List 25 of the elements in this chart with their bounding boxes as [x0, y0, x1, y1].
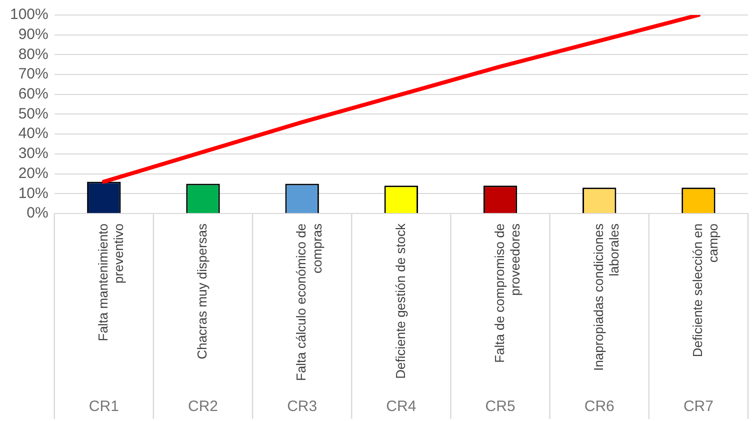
x-tick-label: Deficiente gestión de stock — [392, 222, 408, 379]
text: CR6 — [584, 398, 614, 416]
y-tick-label: 20% — [18, 164, 48, 182]
text: CR2 — [188, 398, 218, 416]
x-tick-label: Falta de compromiso de proveedores — [492, 222, 522, 363]
text: CR5 — [485, 398, 516, 416]
text: CR3 — [287, 398, 318, 416]
y-tick-label: 0% — [26, 204, 48, 222]
text: CR4 — [386, 398, 416, 416]
y-tick-label: 90% — [18, 26, 48, 43]
y-tick-label: 60% — [18, 86, 48, 103]
y-tick-label: 100% — [10, 6, 48, 24]
x-tick-label: Deficiente selección en campo — [690, 223, 721, 358]
text: CR1 — [88, 398, 119, 416]
x-tick-label: Inapropiadas condiciones laborales — [590, 222, 622, 371]
y-tick-label: 80% — [18, 46, 48, 63]
x-tick-label: Chacras muy dispersas — [194, 222, 210, 360]
y-tick-label: 30% — [18, 145, 48, 162]
y-tick-label: 70% — [18, 66, 48, 83]
x-tick-label: Falta cálculo económico de compras — [294, 222, 324, 381]
text: CR7 — [683, 398, 714, 416]
y-tick-label: 50% — [18, 105, 48, 122]
y-tick-label: 10% — [18, 184, 48, 202]
x-tick-label: Falta mantenimiento preventivo — [95, 223, 126, 342]
y-tick-label: 40% — [18, 125, 48, 142]
